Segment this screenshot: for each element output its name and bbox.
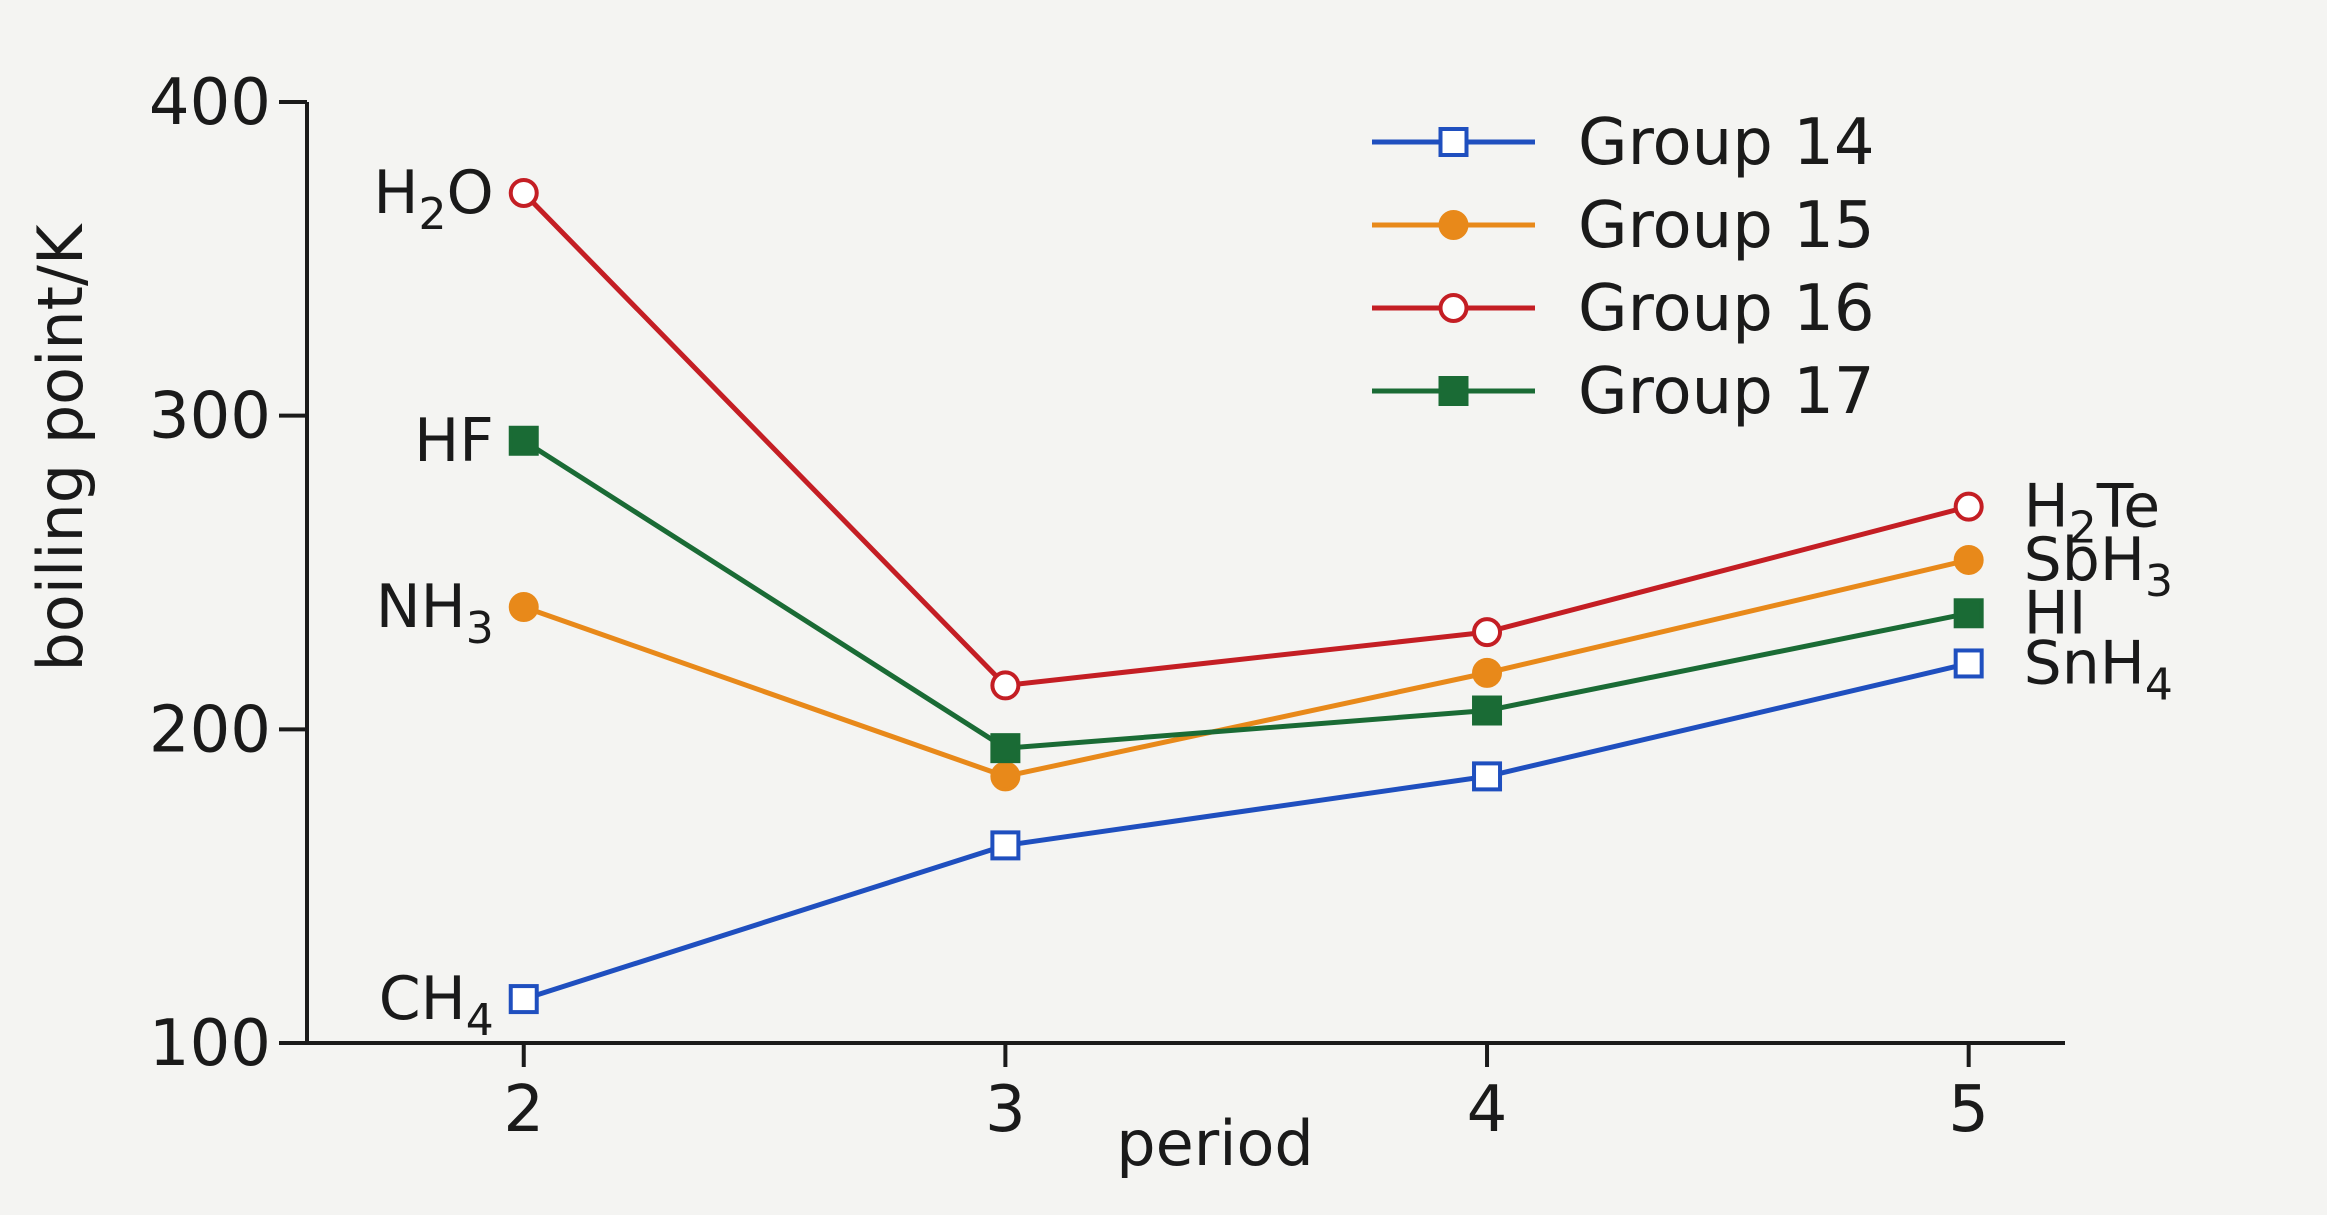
legend-marker <box>1438 293 1469 323</box>
data-point <box>508 984 539 1015</box>
series-group-group-16 <box>508 177 1984 701</box>
data-point <box>990 670 1021 701</box>
legend-item: Group 14 <box>1372 106 1875 180</box>
compound-label-base: H <box>2024 472 2069 542</box>
series-group-group-14 <box>508 648 1984 1015</box>
series-line <box>522 661 1970 1002</box>
compound-label-tail: O <box>447 158 494 228</box>
data-point <box>1472 617 1503 648</box>
legend-item: Group 16 <box>1372 272 1875 346</box>
compound-label-subscript: 3 <box>466 603 494 654</box>
y-tick-label: 100 <box>149 1007 271 1081</box>
series-group-group-17 <box>508 425 1984 764</box>
data-point <box>990 761 1021 792</box>
compound-label-subscript: 2 <box>2069 503 2097 554</box>
series-line <box>521 191 1970 688</box>
legend: Group 14 Group 15 Group 16 Group 17 <box>1372 106 1875 429</box>
y-tick-label: 200 <box>149 693 271 767</box>
x-tick-label: 4 <box>1467 1073 1508 1147</box>
compound-label-base: SnH <box>2024 628 2145 698</box>
legend-item: Group 15 <box>1372 189 1875 263</box>
data-point <box>1472 695 1503 726</box>
compound-label-base: CH <box>379 964 466 1034</box>
compound-label: SnH4 <box>2024 628 2173 710</box>
y-axis-label: boiling point/K <box>24 223 97 671</box>
data-point <box>1953 491 1984 522</box>
legend-marker <box>1438 376 1469 406</box>
axes: 100 200 300 400 2 3 4 5 <box>149 66 2065 1147</box>
legend-item: Group 17 <box>1372 355 1875 429</box>
data-point <box>508 177 539 208</box>
legend-label: Group 16 <box>1578 272 1875 346</box>
compound-label-base: NH <box>376 572 466 642</box>
series-layer <box>508 177 1984 1015</box>
series-group-group-15 <box>508 544 1984 792</box>
legend-label: Group 14 <box>1578 106 1875 180</box>
compound-label: HI <box>2024 578 2087 648</box>
data-point <box>1472 761 1503 792</box>
compound-label-base: H <box>373 158 418 228</box>
compound-label-base: HI <box>2024 578 2087 648</box>
data-point <box>1953 544 1984 575</box>
legend-marker <box>1438 127 1469 157</box>
series-line <box>522 438 1970 751</box>
data-point <box>508 425 539 456</box>
compound-label-subscript: 4 <box>2145 659 2173 710</box>
legend-label: Group 15 <box>1578 189 1875 263</box>
compound-label: H2Te <box>2024 472 2161 554</box>
compound-label-base: HF <box>414 406 494 476</box>
x-tick-label: 2 <box>503 1073 544 1147</box>
data-point <box>990 830 1021 861</box>
compound-label-base: SbH <box>2024 525 2145 595</box>
compound-label-subscript: 4 <box>466 995 494 1046</box>
data-point <box>1953 648 1984 679</box>
data-point <box>508 592 539 623</box>
compound-label: CH4 <box>379 964 494 1046</box>
data-point <box>990 733 1021 764</box>
compound-label-subscript: 3 <box>2145 556 2173 607</box>
compound-label-tail: Te <box>2096 472 2160 542</box>
data-point <box>1472 657 1503 688</box>
compound-label: SbH3 <box>2024 525 2173 607</box>
compound-label-subscript: 2 <box>419 189 447 240</box>
x-tick-label: 5 <box>1948 1073 1989 1147</box>
x-tick-label: 3 <box>985 1073 1026 1147</box>
legend-marker <box>1438 210 1469 240</box>
x-axis-label: period <box>1116 1107 1314 1180</box>
data-point <box>1953 598 1984 629</box>
compound-label: HF <box>414 406 494 476</box>
legend-label: Group 17 <box>1578 355 1875 429</box>
y-tick-label: 400 <box>149 66 271 140</box>
compound-label: NH3 <box>376 572 494 654</box>
y-tick-label: 300 <box>149 380 271 454</box>
series-line <box>522 557 1970 779</box>
compound-label: H2O <box>373 158 493 240</box>
